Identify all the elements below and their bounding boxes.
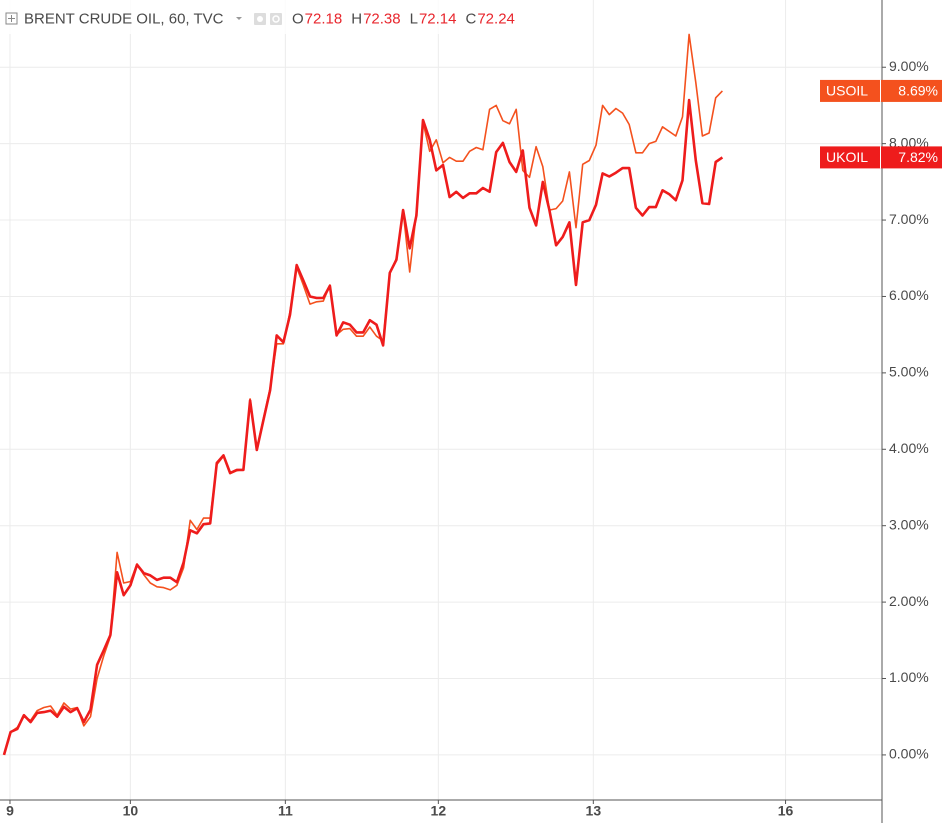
y-tick-label: 0.00% [889, 746, 929, 762]
x-tick-label: 13 [586, 803, 602, 819]
y-tick-label: 7.00% [889, 211, 929, 227]
badge-name: USOIL [826, 83, 868, 99]
ohlc-label: L [410, 10, 418, 27]
icon-plus [8, 15, 15, 22]
badge-name: UKOIL [826, 149, 868, 165]
plot [2, 33, 724, 756]
x-tick-label: 10 [123, 803, 139, 819]
axis: 0.00% 1.00% 2.00% 3.00% 4.00% 5.00% 6.00% 7.00%… [6, 58, 942, 819]
ohlc-label: C [466, 10, 477, 27]
x-tick-label: 16 [778, 803, 794, 819]
x-tick-label: 11 [278, 803, 293, 819]
symbol-title: BRENT CRUDE OIL, 60, TVC [24, 10, 224, 27]
y-tick-label: 3.00% [889, 516, 929, 532]
ohlc-label: O [292, 10, 304, 27]
ohlc: O 72.18 H 72.38 L 72.14 C 72.24 [292, 10, 515, 27]
y-tick-label: 8.00% [889, 134, 929, 150]
ohlc-value: 72.14 [419, 10, 457, 27]
y-tick-label: 4.00% [889, 440, 929, 456]
y-tick-label: 9.00% [889, 58, 929, 74]
ohlc-value: 72.18 [305, 10, 343, 27]
badge-value: 8.69% [898, 83, 938, 99]
ohlc-value: 72.38 [363, 10, 401, 27]
x-tick-label: 9 [6, 803, 14, 819]
series-line [3, 33, 723, 756]
gear [272, 15, 280, 23]
grid [0, 0, 882, 800]
y-tick-label: 1.00% [889, 669, 929, 685]
settings-icon[interactable] [270, 13, 282, 25]
series-line [2, 98, 724, 756]
y-tick-label: 6.00% [889, 287, 929, 303]
collapse-icon[interactable] [5, 12, 18, 25]
ohlc-label: H [351, 10, 362, 27]
icon-box [5, 12, 18, 25]
badge-value: 7.82% [898, 149, 938, 165]
ohlc-value: 72.24 [477, 10, 515, 27]
y-tick-label: 5.00% [889, 364, 929, 380]
y-tick-label: 2.00% [889, 593, 929, 609]
x-tick-label: 12 [431, 803, 447, 819]
dropdown-arrow[interactable] [236, 17, 242, 20]
eye-pupil [257, 16, 263, 22]
